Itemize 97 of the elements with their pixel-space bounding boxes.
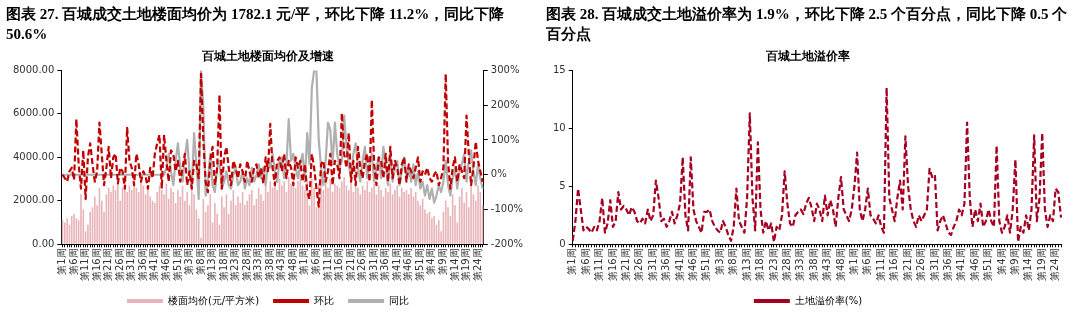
chart-title: 图表 28. 百城成交土地溢价率为 1.9%，环比下降 2.5 个百分点，同比下降 0.5 个百分点: [546, 5, 1069, 44]
x-tick-label: 第4周: [425, 248, 437, 275]
x-tick-label: 第6周: [67, 248, 79, 275]
chart-subtitle: 百城土地楼面均价及增速: [201, 49, 335, 64]
y2-tick-label: -100%: [490, 203, 524, 215]
x-tick-label: 第33周: [794, 248, 806, 282]
x-tick-label: 第11周: [874, 248, 886, 282]
x-tick-label: 第28周: [780, 248, 792, 282]
x-tick-label: 第31周: [367, 248, 379, 282]
x-tick-label: 第41周: [673, 248, 685, 282]
x-tick-label: 第4周: [995, 248, 1007, 275]
x-tick-label: 第1周: [566, 248, 578, 275]
x-tick-label: 第51周: [982, 248, 994, 282]
x-tick-label: 第8周: [194, 248, 206, 275]
x-tick-label: 第51周: [700, 248, 712, 282]
x-tick-label: 第16周: [333, 248, 345, 282]
y2-tick-label: 0%: [490, 168, 507, 180]
x-tick-label: 第13周: [740, 248, 752, 282]
x-tick-label: 第36周: [660, 248, 672, 282]
x-tick-label: 第1周: [848, 248, 860, 275]
x-tick-label: 第14周: [1022, 248, 1034, 282]
x-tick-label: 第21周: [901, 248, 913, 282]
x-tick-label: 第11周: [321, 248, 333, 282]
y-tick-label: 8000.00: [12, 63, 55, 75]
x-tick-label: 第26周: [915, 248, 927, 282]
x-tick-label: 第28周: [240, 248, 252, 282]
x-tick-label: 第31周: [646, 248, 658, 282]
x-tick-label: 第43周: [821, 248, 833, 282]
x-tick-label: 第24周: [1049, 248, 1061, 282]
x-tick-label: 第3周: [183, 248, 195, 275]
x-tick-label: 第21周: [102, 248, 114, 282]
y-tick-label: 5: [559, 179, 566, 191]
x-tick-label: 第31周: [928, 248, 940, 282]
x-tick-label: 第16周: [606, 248, 618, 282]
x-tick-label: 第36周: [941, 248, 953, 282]
x-tick-label: 第31周: [125, 248, 137, 282]
legend-label: 环比: [314, 294, 335, 306]
y2-tick-label: 100%: [490, 133, 520, 145]
x-tick-label: 第43周: [275, 248, 287, 282]
y2-tick-label: 200%: [490, 98, 520, 110]
x-tick-label: 第46周: [402, 248, 414, 282]
y-tick-label: 10: [552, 121, 566, 133]
x-tick-label: 第19周: [460, 248, 472, 282]
x-tick-label: 第48周: [286, 248, 298, 282]
x-tick-label: 第23周: [229, 248, 241, 282]
y2-tick-label: -200%: [490, 237, 524, 249]
x-tick-label: 第33周: [252, 248, 264, 282]
x-tick-label: 第6周: [579, 248, 591, 275]
x-tick-label: 第11周: [79, 248, 91, 282]
x-tick-label: 第1周: [298, 248, 310, 275]
x-tick-label: 第18周: [754, 248, 766, 282]
x-tick-label: 第41周: [148, 248, 160, 282]
y-tick-label: 15: [552, 63, 566, 75]
x-tick-label: 第9周: [1008, 248, 1020, 275]
legend-label: 土地溢价率(%): [794, 294, 863, 306]
x-tick-label: 第21周: [344, 248, 356, 282]
x-tick-label: 第16周: [888, 248, 900, 282]
y-tick-label: 2000.00: [12, 194, 55, 206]
x-tick-label: 第48周: [834, 248, 846, 282]
x-tick-label: 第36周: [379, 248, 391, 282]
x-tick-label: 第46周: [968, 248, 980, 282]
y-tick-label: 0.00: [32, 237, 55, 249]
x-tick-label: 第46周: [159, 248, 171, 282]
x-tick-label: 第11周: [593, 248, 605, 282]
y-tick-label: 0: [559, 237, 566, 249]
x-tick-label: 第41周: [390, 248, 402, 282]
x-tick-label: 第36周: [136, 248, 148, 282]
chart-title: 图表 27. 百城成交土地楼面均价为 1782.1 元/平，环比下降 11.2%，同比下降 50.6%: [6, 5, 506, 44]
x-tick-label: 第14周: [448, 248, 460, 282]
x-tick-label: 第38周: [807, 248, 819, 282]
x-tick-label: 第3周: [713, 248, 725, 275]
y-tick-label: 6000.00: [12, 107, 55, 119]
x-tick-label: 第18周: [217, 248, 229, 282]
x-tick-label: 第1周: [56, 248, 68, 275]
x-tick-label: 第6周: [861, 248, 873, 275]
x-tick-label: 第26周: [356, 248, 368, 282]
x-tick-label: 第46周: [687, 248, 699, 282]
x-tick-label: 第9周: [437, 248, 448, 275]
x-tick-label: 第26周: [113, 248, 125, 282]
x-tick-label: 第19周: [1035, 248, 1047, 282]
x-tick-label: 第23周: [767, 248, 779, 282]
y2-tick-label: 300%: [490, 63, 520, 75]
x-tick-label: 第24周: [471, 248, 483, 282]
x-tick-label: 第21周: [619, 248, 631, 282]
x-tick-label: 第16周: [90, 248, 102, 282]
legend-label: 楼面均价(元/平方米): [167, 294, 260, 306]
legend-label: 同比: [389, 294, 410, 306]
chart-subtitle: 百城土地溢价率: [765, 49, 850, 64]
x-tick-label: 第41周: [955, 248, 967, 282]
x-tick-label: 第51周: [171, 248, 183, 282]
x-tick-label: 第51周: [413, 248, 425, 282]
x-tick-label: 第38周: [263, 248, 275, 282]
x-tick-label: 第8周: [727, 248, 739, 275]
x-tick-label: 第6周: [310, 248, 322, 275]
y-tick-label: 4000.00: [12, 150, 55, 162]
x-tick-label: 第26周: [633, 248, 645, 282]
x-tick-label: 第13周: [206, 248, 218, 282]
